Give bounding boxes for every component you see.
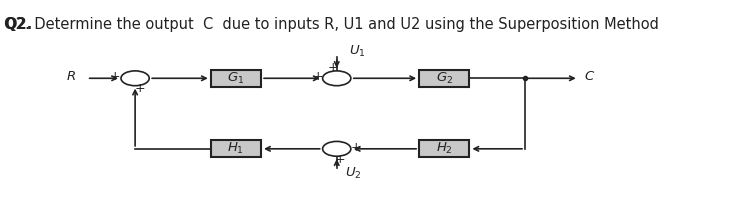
FancyBboxPatch shape — [211, 70, 261, 87]
Text: +: + — [110, 70, 120, 83]
Text: $U_2$: $U_2$ — [345, 166, 362, 181]
Text: +: + — [134, 82, 146, 95]
Text: $H_1$: $H_1$ — [227, 141, 244, 156]
Text: R: R — [67, 70, 76, 83]
Text: C: C — [584, 70, 593, 83]
Text: $G_1$: $G_1$ — [227, 71, 244, 86]
Circle shape — [322, 141, 351, 156]
FancyBboxPatch shape — [419, 70, 470, 87]
FancyBboxPatch shape — [211, 140, 261, 157]
Text: $U_1$: $U_1$ — [349, 44, 365, 59]
Text: +: + — [328, 61, 339, 74]
Text: $G_2$: $G_2$ — [436, 71, 453, 86]
Circle shape — [322, 71, 351, 86]
Text: $H_2$: $H_2$ — [436, 141, 453, 156]
Text: Q2.: Q2. — [4, 17, 32, 32]
Text: +: + — [313, 70, 323, 83]
Circle shape — [121, 71, 149, 86]
Text: Q2. Determine the output  C  due to inputs R, U1 and U2 using the Superposition : Q2. Determine the output C due to inputs… — [4, 17, 659, 32]
Text: +: + — [334, 153, 346, 166]
FancyBboxPatch shape — [419, 140, 470, 157]
Text: +: + — [350, 141, 361, 154]
